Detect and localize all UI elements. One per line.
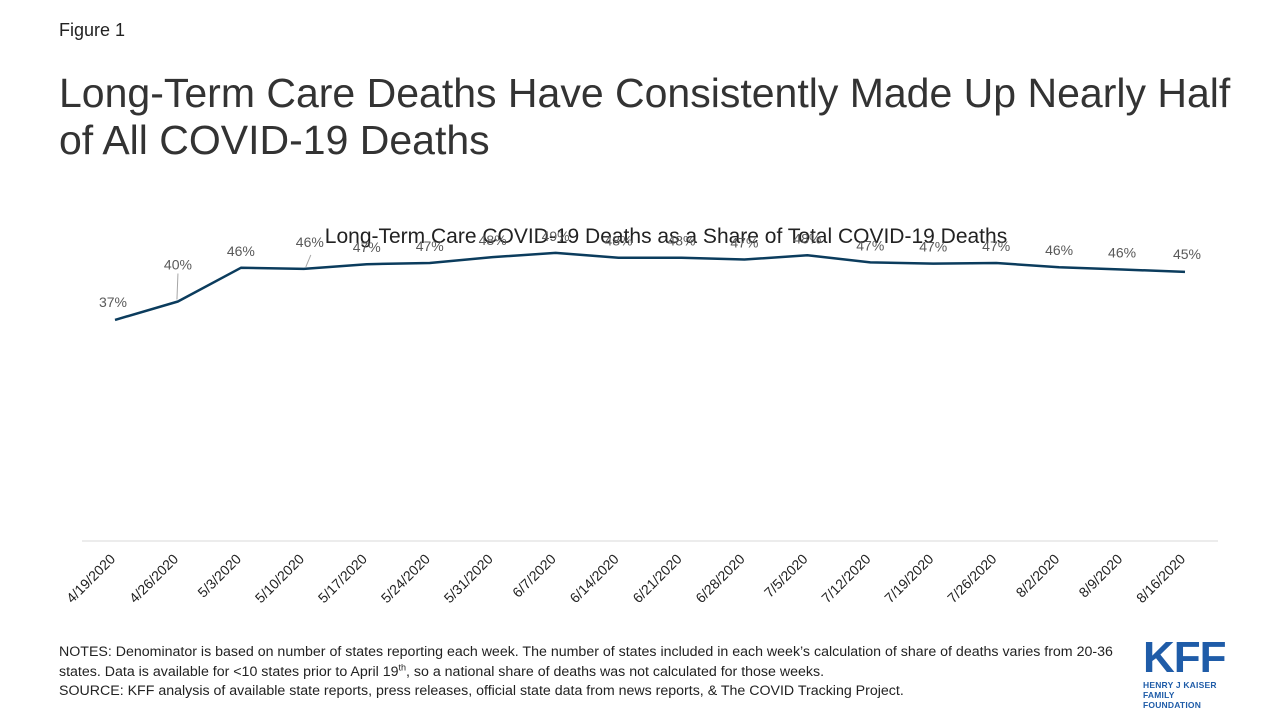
notes-line1-end: , so a national share of deaths was not … xyxy=(406,663,825,680)
data-label: 46% xyxy=(1045,242,1073,258)
notes-line1: NOTES: Denominator is based on number of… xyxy=(59,644,1113,680)
x-tick-label: 6/28/2020 xyxy=(692,550,748,606)
data-label: 37% xyxy=(99,294,127,310)
x-tick-label: 6/7/2020 xyxy=(509,550,559,600)
x-tick-label: 6/21/2020 xyxy=(629,550,685,606)
x-tick-label: 5/31/2020 xyxy=(441,550,497,606)
data-label: 47% xyxy=(353,239,381,255)
data-label: 45% xyxy=(1173,246,1201,262)
x-tick-label: 6/14/2020 xyxy=(566,550,622,606)
x-tick-label: 7/12/2020 xyxy=(818,550,874,606)
figure-label: Figure 1 xyxy=(59,20,126,40)
logo-line1: HENRY J KAISER xyxy=(1143,680,1217,690)
x-tick-label: 8/9/2020 xyxy=(1076,550,1126,600)
data-label: 48% xyxy=(479,232,507,248)
logo-mark: KFF xyxy=(1143,633,1227,682)
data-label: 48% xyxy=(793,230,821,246)
notes: NOTES: Denominator is based on number of… xyxy=(59,643,1129,702)
data-label: 47% xyxy=(730,234,758,250)
line-chart: 37% 40% 46% 46% 47% 47% 48% 49% 48% 48% 47% 48% 47% 4… xyxy=(63,228,1218,606)
x-tick-label: 5/17/2020 xyxy=(315,550,371,606)
data-label: 48% xyxy=(605,233,633,249)
x-tick-label: 8/16/2020 xyxy=(1133,550,1189,606)
x-tick-label: 7/5/2020 xyxy=(761,550,811,600)
leader-line xyxy=(176,273,179,300)
data-label: 46% xyxy=(227,243,255,259)
kff-logo: KFF HENRY J KAISER FAMILY FOUNDATION xyxy=(1143,633,1235,711)
x-tick-label: 7/26/2020 xyxy=(944,550,1000,606)
data-label: 47% xyxy=(416,238,444,254)
x-tick-label: 4/19/2020 xyxy=(63,550,119,606)
data-label: 47% xyxy=(856,237,884,253)
data-label: 46% xyxy=(1108,245,1136,261)
x-tick-label: 8/2/2020 xyxy=(1013,550,1063,600)
x-tick-label: 4/26/2020 xyxy=(126,550,182,606)
notes-superscript: th xyxy=(398,661,407,672)
x-tick-label: 5/24/2020 xyxy=(378,550,434,606)
x-tick-label: 5/10/2020 xyxy=(252,550,308,606)
leader-line xyxy=(305,254,312,268)
notes-text: NOTES: Denominator is based on number of… xyxy=(59,643,1129,682)
data-label: 47% xyxy=(982,238,1010,254)
data-label: 49% xyxy=(542,228,570,244)
source-text: SOURCE: KFF analysis of available state … xyxy=(59,683,904,699)
data-label: 46% xyxy=(296,234,324,250)
x-tick-label: 7/19/2020 xyxy=(881,550,937,606)
series-line xyxy=(114,251,1186,322)
x-tick-label: 5/3/2020 xyxy=(194,550,244,600)
page-title: Long-Term Care Deaths Have Consistently … xyxy=(59,70,1231,163)
logo-line2: FAMILY FOUNDATION xyxy=(1143,690,1202,710)
chart-title: Long-Term Care COVID-19 Deaths as a Shar… xyxy=(324,225,1008,248)
data-label: 48% xyxy=(667,233,695,249)
data-label: 47% xyxy=(919,239,947,255)
data-label: 40% xyxy=(164,257,192,273)
